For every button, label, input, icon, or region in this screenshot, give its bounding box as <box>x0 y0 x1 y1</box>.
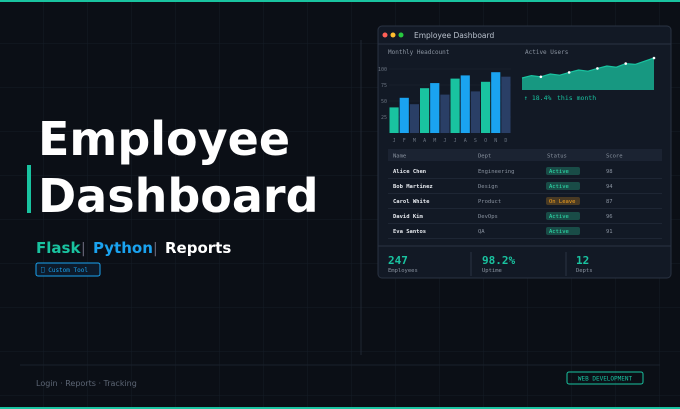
x-tick-label: J <box>454 138 457 144</box>
bar <box>450 78 460 133</box>
bar <box>440 94 450 133</box>
status: On Leave <box>549 199 576 205</box>
y-tick-label: 100 <box>378 67 387 73</box>
bar <box>470 91 480 133</box>
tag: Flask <box>36 239 81 257</box>
dot <box>382 32 388 38</box>
status: Active <box>549 169 569 175</box>
bar <box>399 97 409 133</box>
title: Employee <box>38 112 290 166</box>
table-cell: Bob Martinez <box>393 184 433 190</box>
window-title: Employee Dashboard <box>414 31 494 40</box>
table-cell: DevOps <box>478 214 498 220</box>
bar <box>501 76 511 133</box>
badge <box>566 371 644 385</box>
chart-title: Monthly Headcount <box>388 49 450 56</box>
bottom-accent <box>0 407 680 409</box>
x-tick-label: A <box>423 138 426 144</box>
x-tick-label: F <box>403 138 406 144</box>
bar <box>430 83 440 133</box>
table-cell: 96 <box>606 214 613 220</box>
button[interactable] <box>35 262 101 277</box>
table-cell: 98 <box>606 169 613 175</box>
status: Active <box>549 229 569 235</box>
table-cell: Product <box>478 199 501 205</box>
status-badge <box>546 227 580 235</box>
stat-label: Employees <box>388 268 418 274</box>
x-tick-label: M <box>433 138 436 144</box>
bar <box>389 107 399 133</box>
x-tick-label: A <box>464 138 467 144</box>
x-tick-label: N <box>494 138 497 144</box>
table-cell: 87 <box>606 199 613 205</box>
status-badge <box>546 197 580 205</box>
x-tick-label: J <box>443 138 446 144</box>
bar <box>491 72 501 133</box>
status: Active <box>549 214 569 220</box>
badge-label: WEB DEVELOPMENT <box>578 376 633 383</box>
point <box>539 75 543 79</box>
table-header <box>388 149 662 161</box>
table-cell: 94 <box>606 184 613 190</box>
dot <box>390 32 396 38</box>
x-tick-label: S <box>474 138 477 144</box>
point <box>652 56 656 60</box>
x-tick-label: D <box>504 138 507 144</box>
bar <box>460 75 470 133</box>
x-tick-label: M <box>413 138 416 144</box>
top-accent <box>0 0 680 2</box>
stat-value: 12 <box>576 254 589 267</box>
status-badge <box>546 167 580 175</box>
separator: | <box>153 241 158 257</box>
separator: | <box>81 241 86 257</box>
table-header-cell: Name <box>393 154 406 160</box>
table-cell: 91 <box>606 229 613 235</box>
title: Dashboard <box>38 169 319 223</box>
point <box>567 71 571 74</box>
change: ↑ 18.4% <box>524 94 551 102</box>
y-tick-label: 25 <box>381 115 387 121</box>
table-header-cell: Score <box>606 154 623 160</box>
status-badge <box>546 182 580 190</box>
table-cell: Alice Chen <box>393 169 426 175</box>
dot <box>398 32 404 38</box>
stat-label: Uptime <box>482 268 502 274</box>
stat-value: 98.2% <box>482 254 515 267</box>
bar <box>409 104 419 133</box>
stat-label: Depts <box>576 268 593 274</box>
footer: Login · Reports · Tracking <box>36 379 137 388</box>
change-note: this month <box>557 94 596 102</box>
table-cell: Eva Santos <box>393 229 426 235</box>
table-cell: Engineering <box>478 169 514 175</box>
status: Active <box>549 184 569 190</box>
table-cell: Carol White <box>393 199 430 205</box>
button-label[interactable]: ⎕ Custom Tool <box>41 267 88 274</box>
tag: Python <box>93 239 153 257</box>
point <box>596 67 599 70</box>
bar <box>420 88 430 133</box>
y-tick-label: 75 <box>381 83 387 89</box>
x-tick-label: J <box>393 138 396 144</box>
table-cell: QA <box>478 229 485 235</box>
accent-bar <box>27 165 31 213</box>
x-tick-label: O <box>484 138 487 144</box>
tag: Reports <box>165 239 231 257</box>
y-tick-label: 50 <box>381 99 387 105</box>
chart-title: Active Users <box>525 49 569 56</box>
table-cell: David Kim <box>393 214 423 220</box>
table-header-cell: Dept <box>478 154 491 160</box>
point <box>624 62 628 65</box>
status-badge <box>546 212 580 220</box>
bar <box>481 81 491 133</box>
stat-value: 247 <box>388 254 408 267</box>
table-header-cell: Status <box>547 154 567 160</box>
table-cell: Design <box>478 184 498 190</box>
line <box>521 57 655 79</box>
